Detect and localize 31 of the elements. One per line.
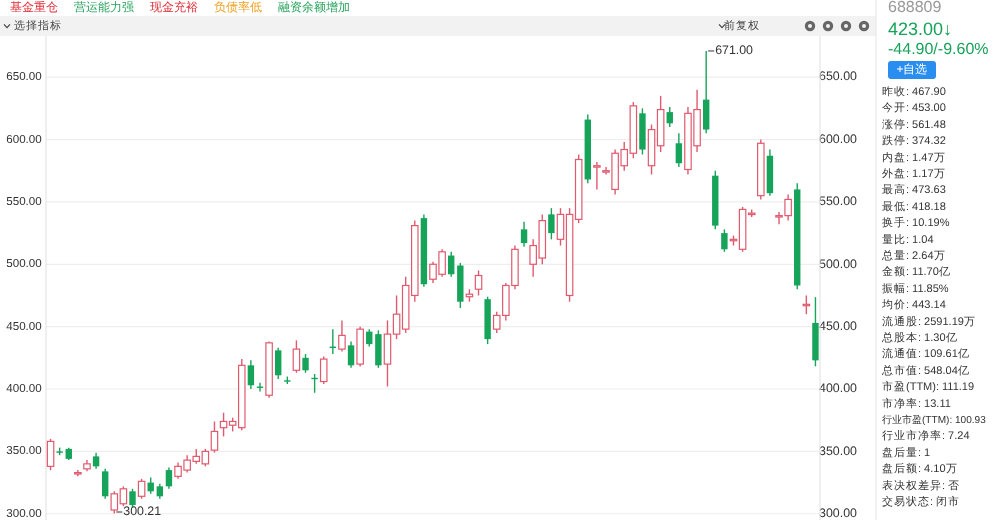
- candlestick: [548, 207, 555, 241]
- candlestick: [165, 466, 173, 490]
- candlestick: [110, 490, 119, 515]
- candlestick: [520, 221, 528, 248]
- candlestick: [356, 325, 364, 368]
- candlestick: [275, 347, 282, 380]
- candlestick: [766, 148, 774, 197]
- candlestick: [474, 269, 483, 297]
- candlestick: [812, 296, 819, 368]
- candlestick: [319, 355, 328, 385]
- candlestick: [46, 438, 55, 471]
- candlestick: [484, 296, 491, 345]
- candlestick: [666, 106, 673, 128]
- candlestick: [702, 50, 710, 134]
- candlestick: [101, 468, 109, 500]
- candlestick: [210, 420, 219, 454]
- candlestick: [129, 488, 136, 509]
- candlestick: [347, 340, 355, 369]
- candlestick: [247, 359, 255, 390]
- candlestick: [137, 478, 146, 500]
- candlestick: [721, 228, 728, 253]
- candlestick: [383, 319, 392, 388]
- text: -44.90/-9.60%: [888, 40, 989, 59]
- candlestick: [292, 339, 301, 374]
- text: 423.00↓: [888, 18, 953, 39]
- candlestick: [593, 161, 601, 191]
- candlestick: [675, 132, 683, 168]
- candlestick: [338, 319, 346, 353]
- candlestick: [639, 107, 646, 156]
- candlestick: [302, 353, 309, 374]
- text: 688809: [888, 0, 943, 17]
